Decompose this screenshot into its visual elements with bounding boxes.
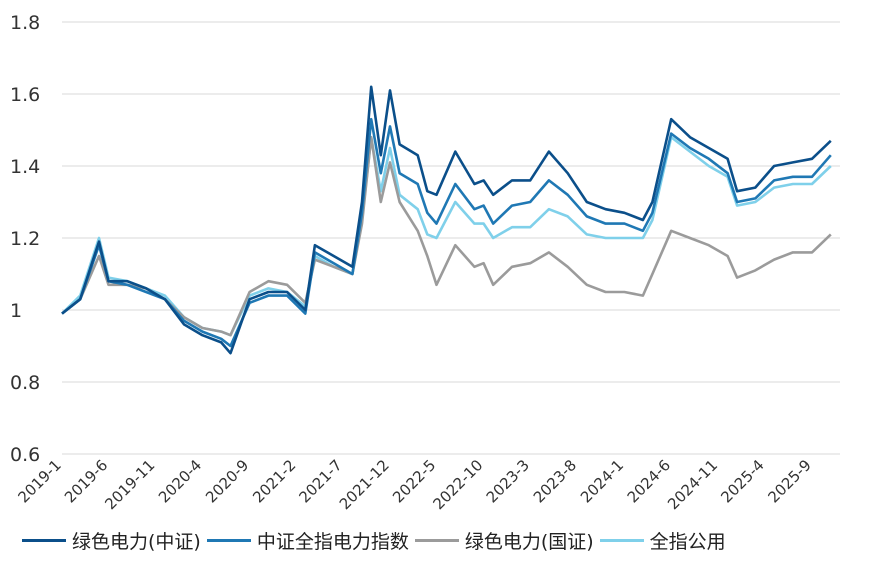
x-tick-label: 2024-1 [577, 456, 627, 506]
x-tick-label: 2020-9 [202, 456, 252, 506]
legend-label: 全指公用 [649, 531, 726, 553]
series-lines [61, 85, 832, 355]
x-tick-label: 2025-9 [764, 456, 814, 506]
y-tick-label: 1.2 [10, 228, 40, 250]
x-tick-label: 2020-4 [155, 456, 205, 506]
legend-item-cni-green-power[interactable]: 绿色电力(国证) [414, 527, 594, 554]
legend-label: 绿色电力(国证) [464, 531, 594, 553]
legend-label: 中证全指电力指数 [256, 531, 409, 553]
legend-swatch [599, 539, 644, 542]
x-tick-label: 2019-11 [101, 456, 158, 513]
y-tick-label: 1.6 [10, 84, 40, 106]
legend-label: 绿色电力(中证) [72, 531, 201, 553]
x-axis: 2019-12019-62019-112020-42020-92021-2202… [15, 456, 815, 513]
legend-swatch [22, 539, 66, 542]
y-tick-label: 1.4 [10, 156, 40, 178]
gridlines [62, 21, 840, 455]
legend-item-csi-green-power[interactable]: 绿色电力(中证) [22, 527, 201, 554]
legend-item-csi-power-index[interactable]: 中证全指电力指数 [206, 527, 409, 554]
x-tick-label: 2024-11 [664, 456, 721, 513]
x-tick-label: 2021-2 [249, 456, 299, 506]
legend-swatch [414, 539, 459, 542]
y-tick-label: 1.8 [10, 12, 40, 34]
series-line [61, 135, 832, 337]
series-line [61, 117, 832, 348]
y-tick-label: 0.8 [10, 372, 40, 394]
series-line [61, 85, 832, 355]
series-line [61, 135, 832, 337]
y-tick-label: 1 [10, 300, 22, 322]
x-tick-label: 2022-10 [429, 456, 486, 513]
y-axis: 0.6 0.8 1 1.2 1.4 1.6 1.8 [10, 12, 40, 466]
y-tick-label: 0.6 [10, 444, 40, 466]
x-tick-label: 2023-3 [483, 456, 533, 506]
x-tick-label: 2021-12 [336, 456, 393, 513]
legend: 绿色电力(中证) 中证全指电力指数 绿色电力(国证) 全指公用 [22, 527, 732, 554]
legend-item-all-utilities[interactable]: 全指公用 [599, 527, 726, 554]
x-tick-label: 2023-8 [530, 456, 580, 506]
legend-swatch [206, 539, 251, 542]
x-tick-label: 2025-4 [717, 456, 767, 506]
